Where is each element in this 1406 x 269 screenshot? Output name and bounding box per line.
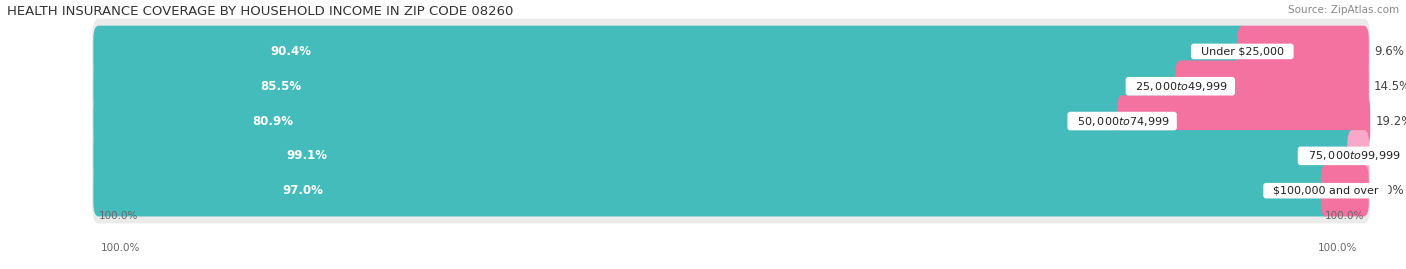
Text: 14.5%: 14.5% (1374, 80, 1406, 93)
Text: $75,000 to $99,999: $75,000 to $99,999 (1301, 149, 1405, 162)
FancyBboxPatch shape (1237, 26, 1369, 77)
FancyBboxPatch shape (93, 61, 1185, 112)
FancyBboxPatch shape (93, 54, 1369, 119)
FancyBboxPatch shape (93, 95, 1128, 147)
FancyBboxPatch shape (93, 123, 1369, 189)
Text: $50,000 to $74,999: $50,000 to $74,999 (1070, 115, 1174, 128)
Text: $25,000 to $49,999: $25,000 to $49,999 (1129, 80, 1232, 93)
FancyBboxPatch shape (93, 130, 1357, 182)
FancyBboxPatch shape (1175, 61, 1369, 112)
FancyBboxPatch shape (93, 88, 1369, 154)
Text: 100.0%: 100.0% (101, 243, 141, 253)
Text: 9.6%: 9.6% (1374, 45, 1403, 58)
Text: 90.4%: 90.4% (270, 45, 311, 58)
Text: 100.0%: 100.0% (1324, 211, 1364, 221)
Text: HEALTH INSURANCE COVERAGE BY HOUSEHOLD INCOME IN ZIP CODE 08260: HEALTH INSURANCE COVERAGE BY HOUSEHOLD I… (7, 5, 513, 18)
Text: 99.1%: 99.1% (287, 149, 328, 162)
Text: 100.0%: 100.0% (1317, 243, 1357, 253)
Text: 0.91%: 0.91% (1374, 149, 1406, 162)
FancyBboxPatch shape (1347, 130, 1369, 182)
Text: 3.0%: 3.0% (1374, 184, 1403, 197)
Text: 19.2%: 19.2% (1375, 115, 1406, 128)
Text: $100,000 and over: $100,000 and over (1267, 186, 1385, 196)
Text: Source: ZipAtlas.com: Source: ZipAtlas.com (1288, 5, 1399, 15)
FancyBboxPatch shape (1320, 165, 1369, 217)
Text: 85.5%: 85.5% (260, 80, 302, 93)
Text: Under $25,000: Under $25,000 (1194, 47, 1291, 56)
FancyBboxPatch shape (93, 26, 1247, 77)
FancyBboxPatch shape (93, 19, 1369, 84)
Text: 80.9%: 80.9% (252, 115, 292, 128)
FancyBboxPatch shape (1116, 95, 1369, 147)
FancyBboxPatch shape (93, 165, 1331, 217)
Text: 97.0%: 97.0% (283, 184, 323, 197)
Text: 100.0%: 100.0% (98, 211, 138, 221)
FancyBboxPatch shape (93, 158, 1369, 223)
